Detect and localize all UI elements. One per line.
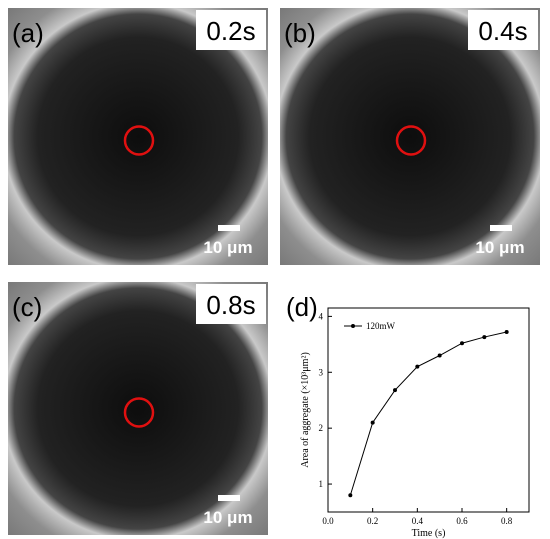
scale-label: 10 μm xyxy=(203,238,252,257)
target-circle xyxy=(123,125,155,156)
data-point xyxy=(482,335,487,340)
panel-label: (a) xyxy=(12,18,44,48)
legend-marker xyxy=(351,324,355,328)
data-point xyxy=(348,493,353,498)
micrograph xyxy=(280,8,540,265)
y-tick-label: 4 xyxy=(319,311,324,321)
micrograph xyxy=(8,8,268,265)
target-circle xyxy=(123,397,155,428)
series-line xyxy=(349,331,507,496)
time-box xyxy=(196,284,266,324)
y-tick-label: 3 xyxy=(319,367,324,377)
y-tick-label: 1 xyxy=(319,479,324,489)
micrograph xyxy=(8,282,268,535)
x-tick-label: 0.4 xyxy=(412,516,424,526)
scale-bar xyxy=(218,495,240,501)
x-tick-label: 0.2 xyxy=(367,516,378,526)
time-label: 0.2s xyxy=(206,16,255,46)
scale-label: 10 μm xyxy=(475,238,524,257)
data-point xyxy=(370,420,375,425)
data-point xyxy=(415,364,420,369)
panel-label: (d) xyxy=(286,292,318,322)
plot-frame xyxy=(327,307,530,513)
panel-label: (b) xyxy=(284,18,316,48)
x-tick-label: 0.0 xyxy=(322,516,334,526)
time-label: 0.8s xyxy=(206,290,255,320)
y-axis-label: Area of aggregate (×10³μm²) xyxy=(300,352,311,468)
panel-label: (c) xyxy=(12,292,42,322)
y-tick-label: 2 xyxy=(319,423,324,433)
x-tick-label: 0.8 xyxy=(501,516,513,526)
legend-label: 120mW xyxy=(366,321,396,331)
scale-bar xyxy=(490,225,512,231)
x-tick-label: 0.6 xyxy=(456,516,468,526)
scale-bar xyxy=(218,225,240,231)
scale-label: 10 μm xyxy=(203,508,252,527)
time-box xyxy=(468,10,538,50)
data-point xyxy=(437,353,442,358)
data-point xyxy=(504,330,509,335)
data-point xyxy=(460,341,464,346)
x-axis-label: Time (s) xyxy=(412,528,446,539)
time-box xyxy=(196,10,266,50)
data-point xyxy=(393,388,397,393)
target-circle xyxy=(395,125,427,156)
time-label: 0.4s xyxy=(478,16,527,46)
